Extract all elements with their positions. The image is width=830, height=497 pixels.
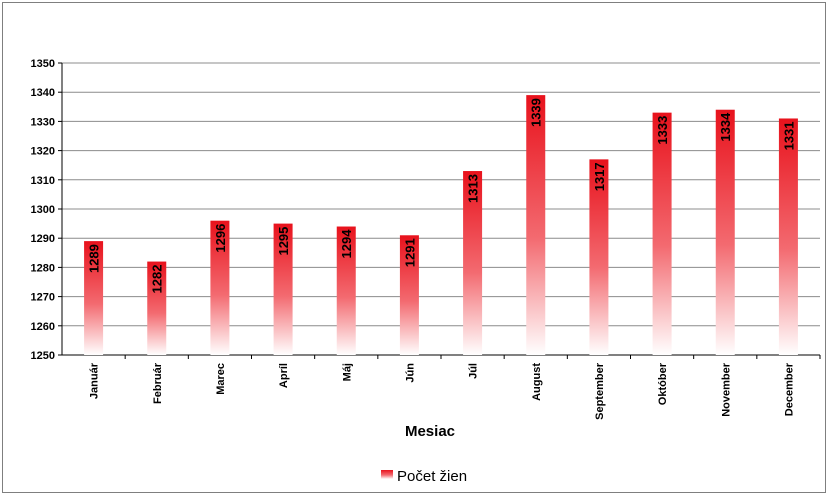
bar xyxy=(399,235,419,355)
y-tick-label: 1340 xyxy=(31,87,55,99)
y-tick-label: 1330 xyxy=(31,116,55,128)
bar xyxy=(526,95,546,356)
x-tick-label: Júl xyxy=(468,363,480,379)
data-label: 1296 xyxy=(213,224,228,253)
axes xyxy=(58,62,821,359)
gridlines xyxy=(62,62,820,327)
bar xyxy=(273,223,293,355)
x-tick-label: November xyxy=(720,362,732,417)
legend: Počet žien xyxy=(381,468,467,485)
data-label: 1331 xyxy=(781,121,796,150)
data-label: 1317 xyxy=(592,162,607,191)
y-tick-label: 1250 xyxy=(31,350,55,362)
x-tick-labels: Január Február Marec Apríl Máj Jún Júl August Se… xyxy=(89,362,796,420)
y-tick-label: 1300 xyxy=(31,204,55,216)
y-tick-label: 1290 xyxy=(31,233,55,245)
data-label: 1294 xyxy=(339,229,354,259)
x-axis-title: Mesiac xyxy=(405,423,455,440)
y-tick-label: 1310 xyxy=(31,175,55,187)
data-label: 1291 xyxy=(402,238,417,267)
x-tick-label: Máj xyxy=(341,363,353,381)
data-label: 1334 xyxy=(718,112,733,142)
bar xyxy=(778,118,798,355)
x-tick-label: Január xyxy=(89,362,101,399)
bar xyxy=(652,112,672,355)
x-tick-label: December xyxy=(783,362,795,416)
data-labels: 1289 1282 1296 1295 1294 1291 1313 1339 1317 1333… xyxy=(87,98,797,293)
x-tick-label: Marec xyxy=(215,363,227,395)
bar xyxy=(715,109,735,355)
x-tick-label: Jún xyxy=(404,363,416,383)
x-tick-label: September xyxy=(594,362,606,420)
bar xyxy=(336,226,356,355)
bars xyxy=(84,95,798,356)
y-tick-label: 1320 xyxy=(31,146,55,158)
x-tick-label: Apríl xyxy=(278,363,290,388)
x-tick-label: Február xyxy=(152,362,164,404)
legend-swatch xyxy=(381,470,393,479)
bar xyxy=(589,159,609,355)
bar xyxy=(84,241,104,355)
y-tick-label: 1270 xyxy=(31,292,55,304)
data-label: 1333 xyxy=(655,116,670,145)
data-label: 1289 xyxy=(87,244,102,273)
x-tick-label: Október xyxy=(657,362,669,405)
legend-label: Počet žien xyxy=(397,468,467,485)
bar xyxy=(147,261,167,355)
y-tick-label: 1260 xyxy=(31,321,55,333)
y-tick-label: 1350 xyxy=(31,58,55,70)
data-label: 1313 xyxy=(466,174,481,203)
y-tick-label: 1280 xyxy=(31,262,55,274)
data-label: 1339 xyxy=(529,98,544,127)
data-label: 1282 xyxy=(150,265,165,294)
data-label: 1295 xyxy=(276,227,291,256)
y-tick-labels: 1250 1260 1270 1280 1290 1300 1310 1320 1330 1340… xyxy=(31,58,55,362)
bar xyxy=(463,171,483,355)
x-tick-label: August xyxy=(531,363,543,401)
bar xyxy=(210,220,230,355)
